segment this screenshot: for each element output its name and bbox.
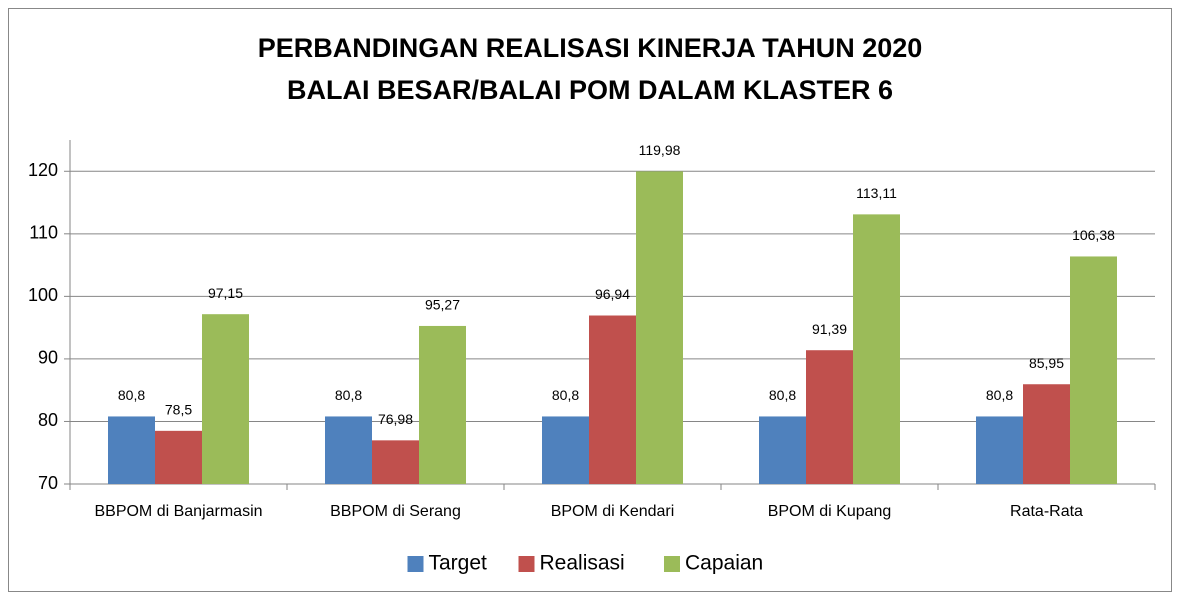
bar <box>1023 384 1070 484</box>
x-tick-label: BBPOM di Serang <box>330 503 461 520</box>
value-label: 113,11 <box>856 185 897 201</box>
value-label: 80,8 <box>335 387 362 403</box>
value-label: 95,27 <box>425 297 460 313</box>
bar <box>372 440 419 484</box>
y-tick-label: 70 <box>38 473 58 493</box>
y-tick-label: 80 <box>38 410 58 430</box>
legend-swatch <box>518 556 535 572</box>
x-tick-label: BPOM di Kendari <box>551 503 675 520</box>
value-label: 106,38 <box>1072 227 1115 243</box>
value-label: 85,95 <box>1029 355 1064 371</box>
value-label: 97,15 <box>208 285 243 301</box>
bar <box>419 325 466 484</box>
value-label: 80,8 <box>552 387 579 403</box>
value-label: 76,98 <box>378 411 413 427</box>
value-label: 78,5 <box>165 402 192 418</box>
value-label: 96,94 <box>595 286 630 302</box>
bar <box>542 416 589 484</box>
value-label: 80,8 <box>769 387 796 403</box>
bar <box>202 314 249 484</box>
value-label: 80,8 <box>118 387 145 403</box>
legend-swatch <box>664 556 680 572</box>
value-label: 91,39 <box>812 321 847 337</box>
bar <box>853 214 900 484</box>
legend-label: Realisasi <box>540 552 625 575</box>
chart-title: PERBANDINGAN REALISASI KINERJA TAHUN 202… <box>258 33 923 63</box>
y-tick-label: 120 <box>28 160 58 180</box>
bar <box>759 416 806 484</box>
bar <box>108 416 155 484</box>
value-label: 80,8 <box>986 387 1013 403</box>
bar <box>806 350 853 484</box>
legend-label: Target <box>429 552 488 575</box>
x-tick-label: BPOM di Kupang <box>768 503 892 520</box>
chart-border <box>8 8 1172 592</box>
y-tick-label: 90 <box>38 348 58 368</box>
bar <box>976 416 1023 484</box>
value-label: 119,98 <box>639 142 681 158</box>
bar <box>1070 256 1117 484</box>
bar <box>589 315 636 484</box>
bar <box>325 416 372 484</box>
bar <box>636 171 683 484</box>
chart-title: BALAI BESAR/BALAI POM DALAM KLASTER 6 <box>287 75 893 105</box>
bar <box>155 430 202 484</box>
y-tick-label: 110 <box>29 223 58 243</box>
legend-label: Capaian <box>685 552 763 575</box>
x-tick-label: Rata-Rata <box>1010 503 1083 520</box>
y-tick-label: 100 <box>28 285 58 305</box>
legend-swatch <box>407 556 424 572</box>
x-tick-label: BBPOM di Banjarmasin <box>94 503 262 520</box>
